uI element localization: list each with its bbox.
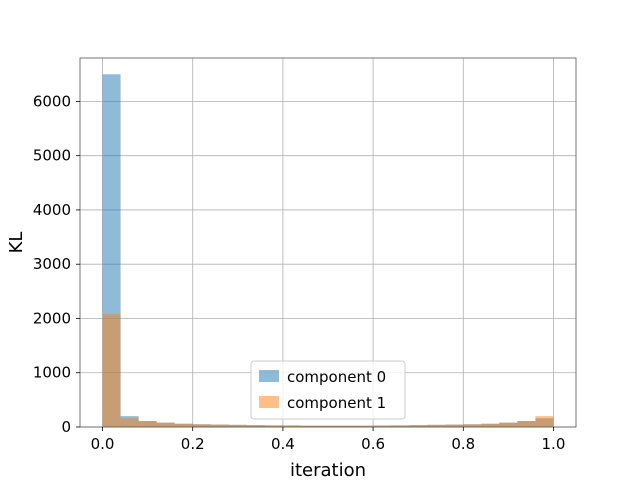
x-tick-label: 0.0 (91, 435, 115, 453)
legend-swatch (259, 370, 279, 382)
y-tick-label: 5000 (33, 147, 71, 165)
histogram-bar-component-1 (156, 422, 175, 427)
y-axis-label: KL (6, 232, 27, 254)
legend-swatch (259, 396, 279, 408)
y-tick-label: 2000 (33, 309, 71, 327)
y-tick-label: 4000 (33, 201, 71, 219)
histogram-bar-component-1 (120, 418, 139, 427)
histogram-bar-component-1 (445, 424, 464, 427)
y-axis-ticks: 0 1000 2000 3000 4000 5000 6000 (33, 92, 80, 436)
histogram-bar-component-1 (409, 425, 428, 427)
histogram-bar-component-1 (355, 425, 374, 427)
histogram-bar-component-1 (373, 425, 392, 427)
histogram-bar-component-1 (102, 314, 121, 427)
x-axis-label: iteration (290, 460, 366, 480)
x-tick-label: 0.6 (361, 435, 385, 453)
x-tick-label: 0.4 (271, 435, 295, 453)
grid-lines (80, 58, 576, 428)
x-tick-label: 0.2 (181, 435, 205, 453)
y-tick-label: 6000 (33, 92, 71, 110)
histogram-bar-component-1 (174, 423, 193, 427)
histogram-bar-component-1 (228, 424, 247, 427)
x-tick-label: 1.0 (542, 435, 566, 453)
x-axis-ticks: 0.0 0.2 0.4 0.6 0.8 1.0 (91, 427, 566, 453)
histogram-bar-component-1 (282, 425, 301, 427)
histogram-bar-component-1 (192, 424, 211, 427)
histogram-bar-component-1 (499, 422, 518, 427)
histogram-bar-component-1 (463, 424, 482, 427)
plot-frame (79, 57, 577, 428)
legend-label: component 0 (287, 368, 386, 386)
histogram-bar-component-1 (318, 425, 338, 427)
histogram-bar-component-1 (337, 425, 356, 427)
histogram-bar-component-1 (391, 425, 410, 427)
histogram-bar-component-1 (535, 416, 554, 427)
histogram-bar-component-1 (210, 424, 229, 427)
histogram-bar-component-1 (481, 423, 500, 427)
y-tick-label: 0 (61, 418, 71, 436)
histogram-bar-component-1 (300, 425, 319, 427)
histogram-bar-component-1 (138, 421, 157, 427)
histogram-bar-component-1 (264, 425, 283, 427)
histogram-bar-component-1 (517, 421, 536, 427)
legend-box (250, 360, 406, 420)
y-tick-label: 3000 (33, 255, 71, 273)
legend: component 0 component 1 (250, 360, 406, 420)
histogram-bar-component-1 (246, 425, 265, 427)
histogram-bars (102, 74, 554, 427)
x-tick-label: 0.8 (451, 435, 475, 453)
legend-label: component 1 (287, 394, 386, 412)
histogram-bar-component-1 (427, 424, 446, 427)
y-tick-label: 1000 (33, 364, 71, 382)
